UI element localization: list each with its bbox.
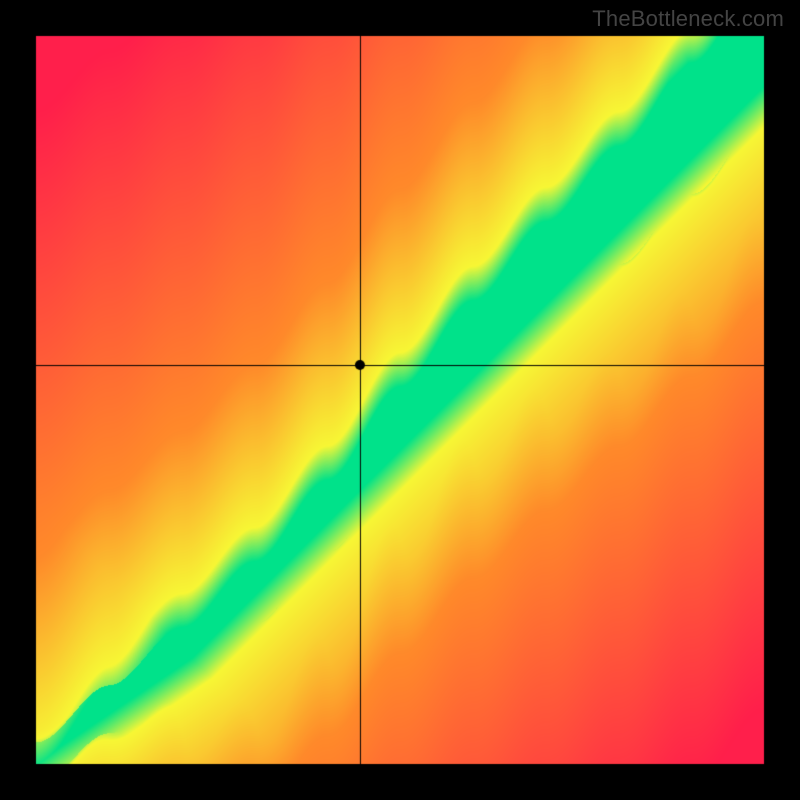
chart-container: TheBottleneck.com xyxy=(0,0,800,800)
heatmap-canvas xyxy=(0,0,800,800)
watermark-text: TheBottleneck.com xyxy=(592,6,784,32)
